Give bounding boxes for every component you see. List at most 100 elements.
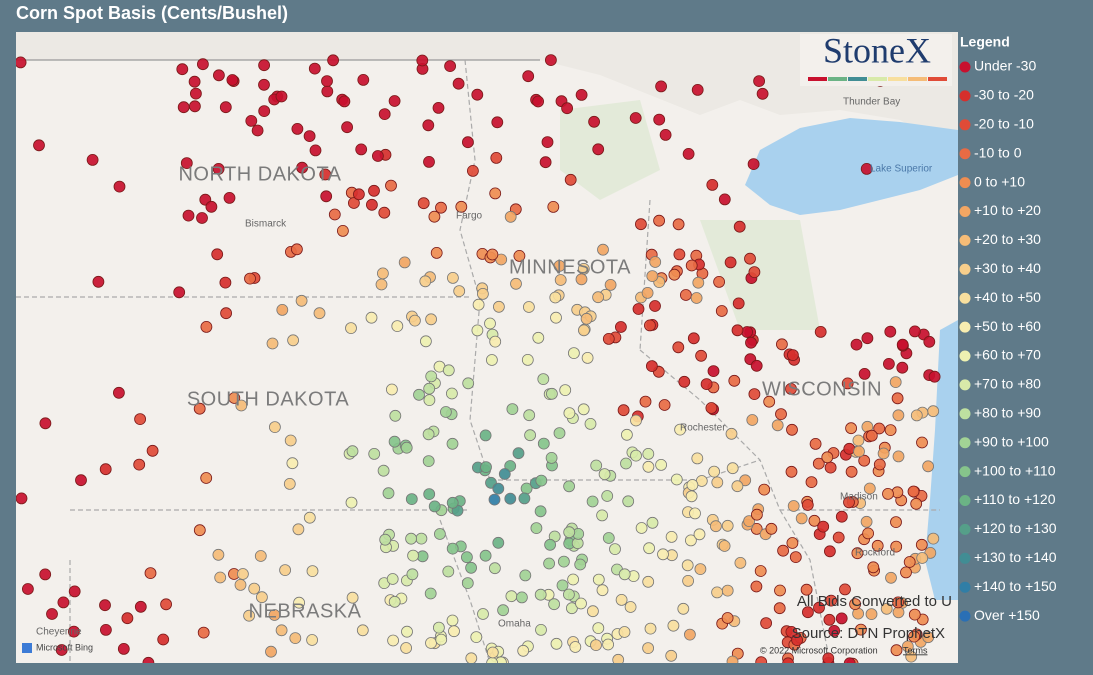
map[interactable] (16, 32, 958, 663)
basis-dot (461, 136, 474, 149)
basis-dot (908, 608, 921, 621)
basis-dot (563, 480, 575, 493)
basis-dot (643, 542, 655, 555)
basis-dot (642, 447, 655, 460)
basis-dot (21, 583, 34, 595)
basis-dot (423, 382, 436, 395)
legend: Legend Under -30 -30 to -20 -20 to -10 -10 … (959, 34, 1057, 623)
basis-dot (254, 550, 267, 562)
basis-dot (452, 77, 465, 90)
basis-dot (258, 59, 271, 72)
basis-dot (843, 496, 855, 509)
basis-dot (177, 101, 190, 114)
basis-dot (853, 445, 865, 458)
basis-dot (460, 551, 473, 564)
basis-dot (226, 74, 239, 86)
basis-dot (632, 303, 645, 315)
basis-dot (388, 95, 401, 107)
basis-dot (189, 87, 202, 100)
basis-dot (388, 435, 401, 448)
basis-dot (684, 628, 696, 641)
basis-dot (365, 311, 378, 324)
basis-dot (471, 88, 484, 101)
basis-dot (556, 579, 569, 592)
basis-dot (731, 324, 744, 337)
basis-dot (773, 602, 786, 615)
basis-dot (726, 462, 739, 475)
legend-label: 0 to +10 (974, 173, 1025, 189)
basis-dot (510, 277, 522, 290)
basis-dot (321, 75, 333, 87)
basis-dot (563, 407, 576, 420)
state-label: WISCONSIN (762, 378, 882, 400)
basis-dot (346, 591, 359, 604)
basis-dot (428, 500, 441, 513)
basis-dot (721, 584, 734, 597)
legend-swatch (959, 408, 971, 420)
basis-dot (55, 644, 68, 656)
basis-dot (835, 510, 848, 523)
basis-dot (550, 311, 562, 324)
basis-dot (517, 644, 530, 657)
basis-dot (617, 404, 630, 417)
basis-dot (516, 591, 528, 604)
legend-label: +40 to +50 (974, 289, 1041, 305)
legend-label: +90 to +100 (974, 433, 1049, 449)
basis-dot (808, 514, 821, 527)
basis-dot (824, 545, 836, 558)
basis-dot (665, 531, 678, 543)
basis-dot (655, 458, 667, 471)
legend-swatch (959, 263, 971, 275)
basis-dot (644, 319, 656, 332)
basis-dot (523, 301, 535, 313)
basis-dot (176, 63, 189, 76)
basis-dot (435, 201, 447, 214)
basis-dot (268, 421, 281, 434)
legend-swatch (959, 321, 971, 333)
basis-dot (706, 178, 719, 191)
basis-dot (46, 608, 58, 620)
basis-dot (258, 105, 271, 117)
basis-dot (219, 101, 232, 114)
basis-dot (306, 565, 319, 577)
basis-dot (296, 161, 309, 174)
basis-dot (596, 509, 608, 522)
basis-dot (453, 285, 466, 298)
basis-dot (569, 641, 582, 653)
basis-dot (689, 507, 701, 520)
basis-dot (268, 609, 281, 621)
basis-dot (266, 337, 279, 350)
basis-dot (365, 198, 378, 211)
basis-dot (592, 291, 604, 304)
basis-dot (376, 267, 389, 280)
basis-dot (236, 568, 249, 580)
basis-dot (923, 335, 936, 348)
basis-dot (488, 562, 501, 575)
basis-dot (86, 153, 99, 166)
basis-dot (575, 273, 588, 286)
basis-dot (346, 445, 359, 458)
basis-dot (422, 428, 435, 441)
legend-title: Legend (960, 34, 1010, 50)
basis-dot (665, 649, 678, 662)
basis-dot (100, 624, 112, 636)
basis-dot (382, 487, 395, 500)
basis-dot (319, 168, 332, 181)
basis-dot (488, 493, 501, 506)
basis-dot (425, 313, 438, 326)
basis-dot (415, 532, 428, 545)
lake-michigan (925, 320, 958, 600)
basis-dot (915, 538, 928, 551)
basis-dot (197, 626, 210, 639)
basis-dot (642, 460, 655, 473)
basis-dot (581, 351, 594, 364)
basis-dot (590, 459, 603, 472)
basis-dot (809, 437, 822, 450)
basis-dot (33, 139, 45, 152)
basis-dot (290, 243, 303, 256)
basis-dot (861, 332, 874, 345)
basis-dot (491, 116, 504, 129)
terms-link[interactable]: Terms (903, 645, 928, 655)
legend-swatch (959, 523, 971, 535)
legend-swatch (959, 610, 971, 622)
